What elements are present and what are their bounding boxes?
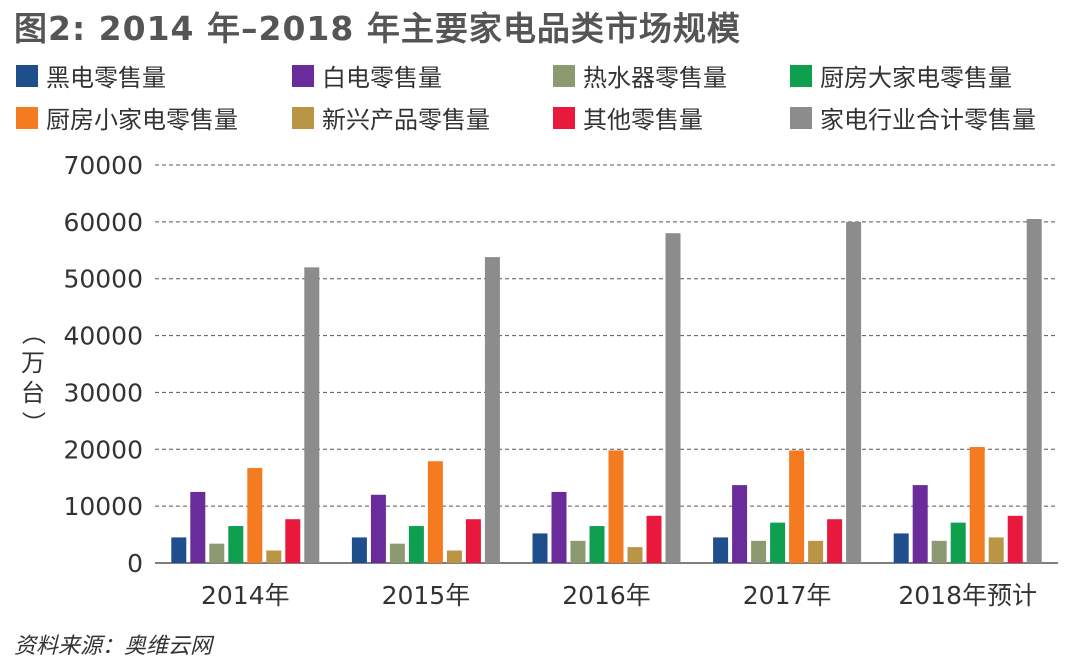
x-tick-label: 2016年 — [562, 581, 651, 610]
legend-label: 厨房大家电零售量 — [820, 64, 1012, 92]
y-axis-label-char: 万 — [21, 349, 45, 377]
bar — [931, 540, 947, 563]
legend-label: 家电行业合计零售量 — [820, 106, 1036, 134]
bar — [570, 540, 586, 563]
bar — [465, 519, 481, 563]
bar — [589, 526, 605, 563]
legend-label: 黑电零售量 — [46, 64, 166, 92]
legend-item-kitchen-large: 厨房大家电零售量 — [790, 58, 1012, 93]
bar — [608, 450, 624, 563]
legend-item-water-heaters: 热水器零售量 — [553, 58, 727, 93]
legend-item-kitchen-small: 厨房小家电零售量 — [16, 100, 238, 135]
bar — [1026, 219, 1042, 563]
bar — [969, 447, 985, 563]
legend-item-industry-total: 家电行业合计零售量 — [790, 100, 1036, 135]
legend-label: 厨房小家电零售量 — [46, 106, 238, 134]
legend-swatch — [790, 106, 812, 129]
legend-label: 其他零售量 — [583, 106, 703, 134]
bar — [266, 550, 282, 563]
source-note: 资料来源：奥维云网 — [14, 634, 213, 659]
bar — [950, 522, 966, 563]
y-tick-label: 30000 — [63, 378, 143, 407]
bar — [228, 526, 244, 563]
bar — [304, 267, 320, 563]
legend-swatch — [790, 64, 812, 87]
bar — [732, 485, 748, 563]
bar — [171, 537, 187, 563]
y-tick-label: 40000 — [63, 322, 143, 351]
bar — [285, 519, 301, 563]
bar — [370, 494, 386, 563]
legend-item-white-appliances: 白电零售量 — [292, 58, 442, 93]
y-tick-label: 70000 — [63, 151, 143, 180]
x-tick-label: 2014年 — [201, 581, 290, 610]
bar — [389, 543, 405, 563]
legend-item-emerging-products: 新兴产品零售量 — [292, 100, 490, 135]
y-tick-label: 0 — [127, 549, 143, 578]
bar — [893, 533, 909, 563]
legend-swatch — [16, 64, 38, 87]
bar — [827, 519, 843, 563]
y-tick-label: 10000 — [63, 492, 143, 521]
bar — [484, 257, 500, 563]
bar — [408, 526, 424, 563]
legend-swatch — [292, 64, 314, 87]
legend-swatch — [553, 64, 575, 87]
legend-swatch — [292, 106, 314, 129]
bar — [988, 537, 1004, 563]
legend: 黑电零售量 白电零售量 热水器零售量 厨房大家电零售量 厨房小家电零售量 新兴产… — [0, 0, 1080, 140]
legend-item-black-appliances: 黑电零售量 — [16, 58, 166, 93]
legend-swatch — [553, 106, 575, 129]
chart-title: 图2: 2014 年–2018 年主要家电品类市场规模 — [14, 9, 741, 48]
legend-label: 白电零售量 — [322, 64, 442, 92]
bar — [1007, 515, 1023, 563]
bar — [846, 221, 862, 563]
legend-label: 热水器零售量 — [583, 64, 727, 92]
bar — [646, 515, 662, 563]
bar — [351, 537, 367, 563]
y-tick-label: 60000 — [63, 208, 143, 237]
bar — [627, 547, 643, 563]
bar — [713, 537, 729, 563]
bar — [190, 491, 206, 563]
bar — [247, 468, 263, 563]
legend-swatch — [16, 106, 38, 129]
bar — [789, 450, 805, 563]
y-tick-label: 50000 — [63, 265, 143, 294]
bar — [427, 461, 443, 563]
bar — [808, 540, 824, 563]
x-tick-label: 2015年 — [382, 581, 471, 610]
x-tick-label: 2018年预计 — [898, 581, 1037, 610]
bar — [751, 540, 767, 563]
bar — [532, 533, 548, 563]
y-tick-label: 20000 — [63, 435, 143, 464]
bar — [665, 233, 681, 563]
legend-label: 新兴产品零售量 — [322, 106, 490, 134]
y-axis-label-char: 台 — [21, 379, 45, 407]
x-tick-label: 2017年 — [743, 581, 832, 610]
y-axis-label: （万台） — [18, 318, 48, 438]
bar — [551, 491, 567, 563]
bar — [770, 522, 786, 563]
legend-item-other: 其他零售量 — [553, 100, 703, 135]
bar — [912, 485, 928, 563]
bar — [446, 550, 462, 563]
bar — [209, 543, 225, 563]
